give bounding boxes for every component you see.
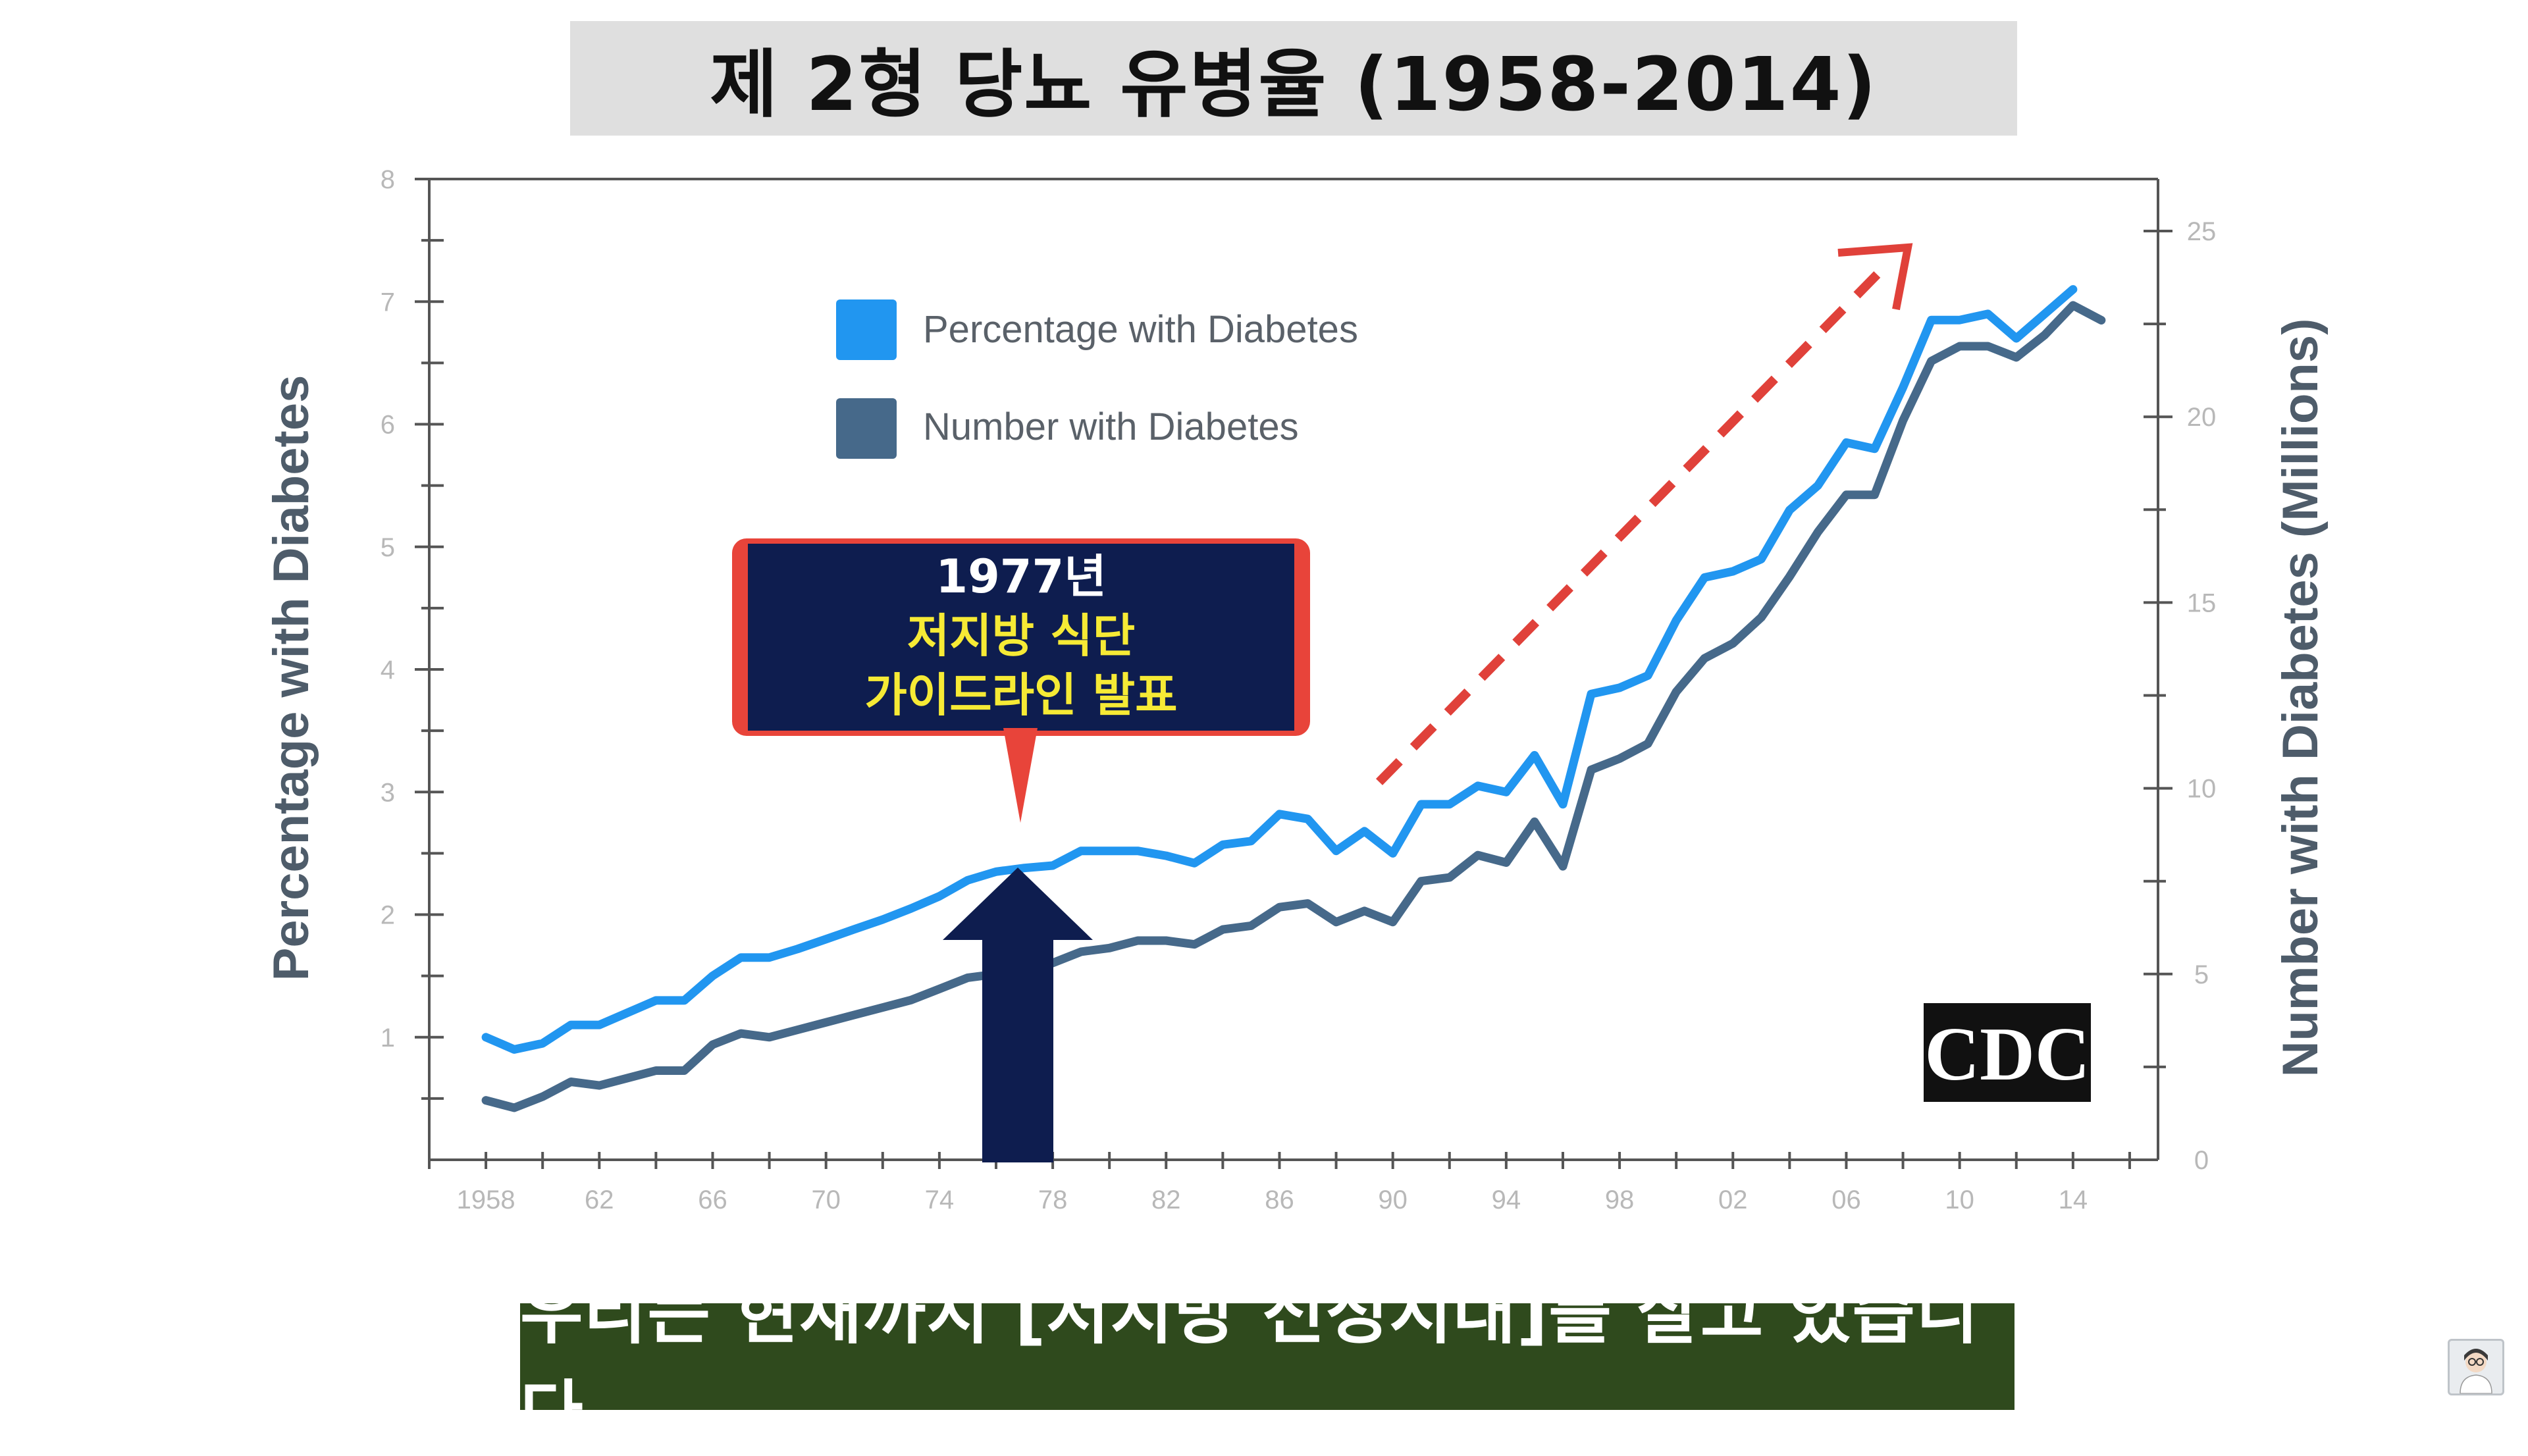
x-tick-label: 74 [925,1185,955,1214]
x-tick-label: 82 [1151,1185,1181,1214]
legend-swatch-number [836,398,897,459]
y-right-tick-label: 25 [2187,217,2217,246]
y-right-tick-label: 5 [2194,960,2209,989]
x-tick-label: 14 [2059,1185,2088,1214]
cdc-logo: CDC [1924,1003,2091,1102]
x-tick-label: 02 [1718,1185,1748,1214]
callout-1977: 1977년 저지방 식단 가이드라인 발표 [732,538,1310,823]
trend-arrow [1376,243,1913,785]
callout-line1: 저지방 식단 [907,609,1135,663]
y-axis-title-right: Number with Diabetes (Millions) [2273,319,2329,1078]
cdc-logo-text: CDC [1924,1012,2090,1097]
y-left-tick-label: 8 [381,165,395,194]
x-tick-label: 06 [1831,1185,1861,1214]
x-tick-label: 86 [1265,1185,1294,1214]
x-tick-label: 70 [811,1185,841,1214]
callout-year: 1977년 [935,550,1106,604]
series-line-percentage [481,285,2078,1054]
x-tick-label: 78 [1038,1185,1068,1214]
callout-background [748,544,1294,731]
y-left-tick-label: 7 [381,288,395,317]
y-right-tick-label: 10 [2187,775,2217,804]
x-tick-label: 66 [698,1185,727,1214]
up-arrow [943,868,1093,1162]
channel-avatar-icon[interactable] [2448,1339,2504,1395]
callout-pointer [1003,728,1038,823]
y-left-tick-label: 2 [381,901,395,930]
x-tick-label: 62 [585,1185,614,1214]
x-tick-label: 98 [1605,1185,1635,1214]
series-line-number [481,301,2106,1112]
x-tick-label: 10 [1945,1185,1974,1214]
legend-swatch-percentage [836,299,897,360]
cdc-logo-background [1924,1003,2091,1102]
y-axis-title-left: Percentage with Diabetes [263,375,319,981]
avatar-face-icon [2460,1349,2492,1394]
subtitle-caption: 우리는 현재까지 [저지방 전성시대]를 살고 있습니다 [520,1273,1980,1453]
y-left-tick-label: 6 [381,411,395,440]
subtitle-banner: 우리는 현재까지 [저지방 전성시대]를 살고 있습니다 [520,1273,2014,1453]
chart-series [481,285,2106,1112]
y-right-tick-label: 15 [2187,588,2217,617]
y-left-tick-label: 5 [381,533,395,562]
y-left-tick-label: 4 [381,656,395,685]
x-tick-label: 1958 [457,1185,515,1214]
callout-line2: 가이드라인 발표 [864,668,1177,722]
title-banner: 제 2형 당뇨 유병율 (1958-2014) [570,21,2017,136]
chart-title: 제 2형 당뇨 유병율 (1958-2014) [710,42,1878,128]
y-right-tick-label: 20 [2187,403,2217,432]
y-right-tick-label: 0 [2194,1146,2209,1175]
legend-label-number: Number with Diabetes [923,405,1299,448]
y-left-tick-label: 1 [381,1024,395,1053]
y-left-tick-label: 3 [381,778,395,807]
legend-label-percentage: Percentage with Diabetes [923,308,1358,351]
x-tick-label: 90 [1378,1185,1408,1214]
x-tick-label: 94 [1492,1185,1521,1214]
legend: Percentage with Diabetes Number with Dia… [836,299,1358,459]
